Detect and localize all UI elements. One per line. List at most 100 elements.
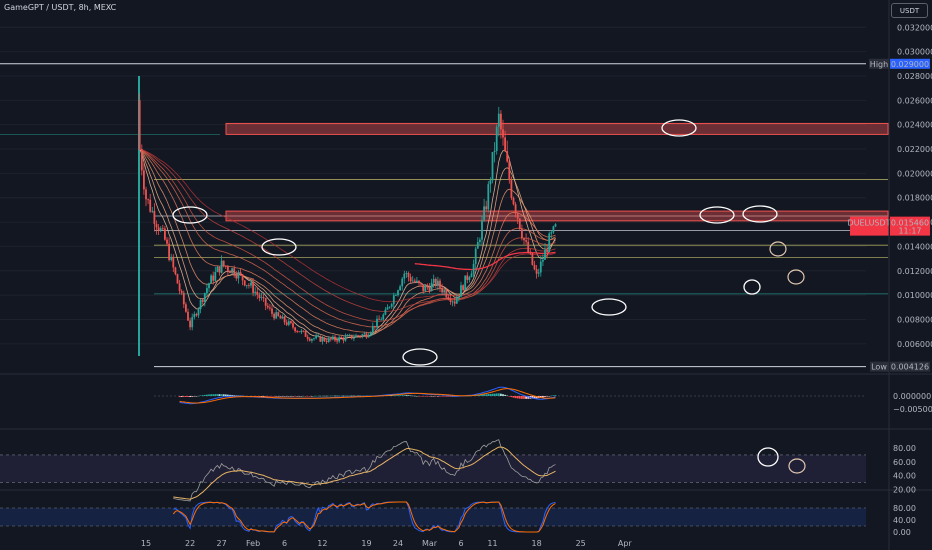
candle-body xyxy=(479,239,481,243)
candle-body xyxy=(315,336,317,339)
macd-histogram-bar xyxy=(279,396,282,397)
candle-body xyxy=(510,180,513,198)
candle-body xyxy=(485,206,488,210)
candle-body xyxy=(218,266,221,273)
time-tick-label: 6 xyxy=(458,539,463,548)
candle-body xyxy=(426,285,429,288)
macd-histogram-bar xyxy=(531,396,534,399)
macd-histogram-bar xyxy=(311,396,313,397)
macd-histogram-bar xyxy=(447,396,450,397)
candle-body xyxy=(437,280,439,286)
macd-histogram-bar xyxy=(220,394,223,396)
candle-body xyxy=(531,253,534,265)
candle-body xyxy=(527,241,530,253)
candle-body xyxy=(378,318,380,320)
candle-body xyxy=(462,285,464,291)
time-tick-label: 12 xyxy=(317,539,327,548)
macd-histogram-bar xyxy=(544,396,546,397)
candle-body xyxy=(455,298,458,304)
candle-body xyxy=(348,334,351,336)
macd-signal-line xyxy=(179,388,556,404)
macd-histogram-bar xyxy=(338,395,341,397)
price-tick-label: 0.014000 xyxy=(897,242,932,251)
candle-body xyxy=(222,260,225,266)
candle-body xyxy=(149,199,152,212)
macd-histogram-bar xyxy=(292,396,294,397)
macd-histogram-bar xyxy=(296,396,299,397)
macd-histogram-bar xyxy=(409,395,412,397)
time-tick-label: 25 xyxy=(576,539,586,548)
candle-body xyxy=(189,320,191,328)
candle-body xyxy=(439,280,441,288)
candle-body xyxy=(497,113,500,127)
macd-histogram-bar xyxy=(304,396,307,397)
candle-body xyxy=(180,290,183,293)
macd-histogram-bar xyxy=(325,395,328,397)
low-value: 0.004126 xyxy=(891,363,929,372)
macd-histogram-bar xyxy=(233,395,236,396)
candle-body xyxy=(468,277,471,280)
macd-histogram-bar xyxy=(548,396,551,397)
candle-body xyxy=(399,286,401,291)
macd-histogram-bar xyxy=(397,395,399,396)
macd-histogram-bar xyxy=(308,396,311,397)
price-tick-label: 0.030000 xyxy=(897,48,932,57)
candle-body xyxy=(460,285,462,297)
candle-body xyxy=(533,264,536,270)
candle-body xyxy=(516,213,519,219)
macd-histogram-bar xyxy=(214,394,217,396)
candle-body xyxy=(231,268,233,274)
macd-histogram-bar xyxy=(334,395,336,397)
macd-histogram-bar xyxy=(483,394,485,396)
macd-histogram-bar xyxy=(495,393,498,396)
candle-body xyxy=(544,249,546,260)
candle-body xyxy=(344,336,347,341)
time-tick-label: Feb xyxy=(246,539,260,548)
candle-body xyxy=(243,280,246,286)
candle-body xyxy=(550,232,553,234)
macd-histogram-bar xyxy=(500,393,502,396)
price-tick-label: 0.024000 xyxy=(897,121,932,130)
candle-body xyxy=(409,277,412,282)
candle-body xyxy=(300,330,303,333)
candle-body xyxy=(518,218,521,230)
candle-body xyxy=(508,161,511,181)
candle-body xyxy=(174,267,177,275)
time-tick-label: 19 xyxy=(361,539,371,548)
price-tick-label: 0.032000 xyxy=(897,23,932,32)
macd-histogram-bar xyxy=(187,396,189,398)
candle-body xyxy=(168,243,170,260)
candle-body xyxy=(470,273,473,278)
candle-body xyxy=(374,325,376,328)
ribbon-ma-line xyxy=(139,148,556,339)
macd-histogram-bar xyxy=(336,395,338,397)
countdown: 11:17 xyxy=(898,227,921,236)
price-tick-label: 0.008000 xyxy=(897,315,932,324)
candle-body xyxy=(256,291,259,295)
macd-histogram-bar xyxy=(481,394,483,396)
ribbon-ma-line xyxy=(139,148,556,303)
candle-body xyxy=(233,268,236,276)
price-tick-label: 0.020000 xyxy=(897,169,932,178)
candle-body xyxy=(334,336,336,341)
macd-histogram-bar xyxy=(439,396,441,397)
macd-histogram-bar xyxy=(508,396,511,397)
candle-body xyxy=(237,272,240,279)
candle-body xyxy=(159,228,162,231)
currency-selector[interactable]: USDT xyxy=(891,3,928,18)
candle-body xyxy=(220,260,223,273)
macd-histogram-bar xyxy=(224,394,227,396)
macd-histogram-bar xyxy=(197,395,200,397)
candle-body xyxy=(281,316,284,319)
price-tick-label: 0.010000 xyxy=(897,291,932,300)
macd-histogram-bar xyxy=(550,395,553,397)
candle-body xyxy=(191,317,194,328)
candle-body xyxy=(405,273,408,274)
macd-histogram-bar xyxy=(256,396,259,397)
macd-histogram-bar xyxy=(479,394,481,396)
candle-body xyxy=(224,265,227,267)
annotation-ellipse xyxy=(743,279,761,295)
chart-title: GameGPT / USDT, 8h, MEXC xyxy=(4,3,117,12)
macd-histogram-bar xyxy=(392,395,395,396)
